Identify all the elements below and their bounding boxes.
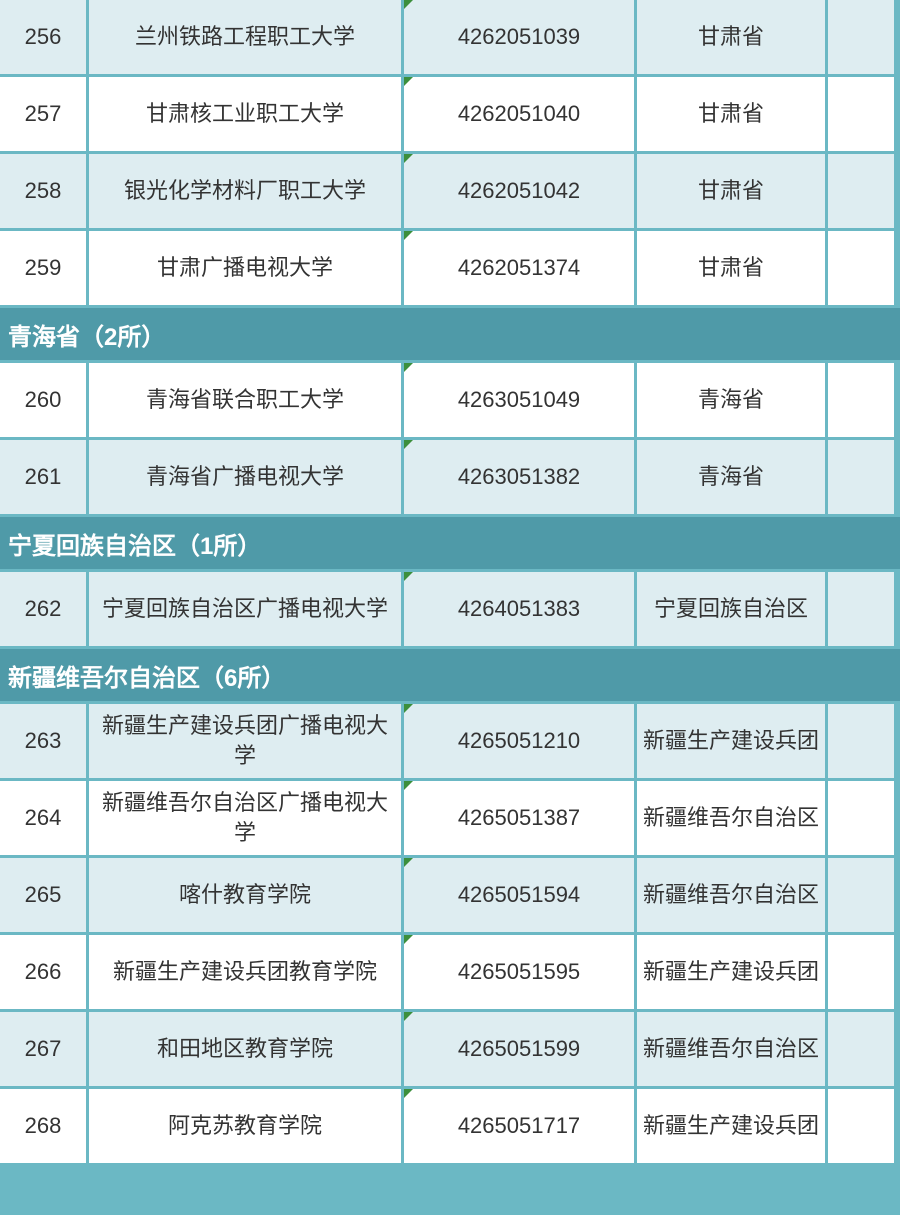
remark bbox=[828, 704, 894, 778]
province: 青海省 bbox=[637, 363, 825, 437]
remark bbox=[828, 781, 894, 855]
remark bbox=[828, 77, 894, 151]
remark bbox=[828, 0, 894, 74]
row-index: 256 bbox=[0, 0, 86, 74]
remark bbox=[828, 935, 894, 1009]
table-row: 264新疆维吾尔自治区广播电视大学4265051387新疆维吾尔自治区 bbox=[0, 781, 900, 855]
remark bbox=[828, 572, 894, 646]
remark bbox=[828, 231, 894, 305]
province: 青海省 bbox=[637, 440, 825, 514]
school-code: 4263051382 bbox=[404, 440, 634, 514]
province: 新疆生产建设兵团 bbox=[637, 935, 825, 1009]
remark bbox=[828, 363, 894, 437]
school-code: 4265051717 bbox=[404, 1089, 634, 1163]
table-row: 266新疆生产建设兵团教育学院4265051595新疆生产建设兵团 bbox=[0, 935, 900, 1009]
province: 新疆维吾尔自治区 bbox=[637, 858, 825, 932]
row-index: 266 bbox=[0, 935, 86, 1009]
school-name: 宁夏回族自治区广播电视大学 bbox=[89, 572, 401, 646]
row-index: 263 bbox=[0, 704, 86, 778]
school-code: 4265051594 bbox=[404, 858, 634, 932]
section-header-label: 青海省（2所） bbox=[8, 317, 165, 352]
table-row: 257甘肃核工业职工大学4262051040甘肃省 bbox=[0, 77, 900, 151]
table-row: 261青海省广播电视大学4263051382青海省 bbox=[0, 440, 900, 514]
table-row: 260青海省联合职工大学4263051049青海省 bbox=[0, 363, 900, 437]
remark bbox=[828, 1012, 894, 1086]
school-name: 新疆生产建设兵团广播电视大学 bbox=[89, 704, 401, 778]
row-index: 258 bbox=[0, 154, 86, 228]
table-row: 256兰州铁路工程职工大学4262051039甘肃省 bbox=[0, 0, 900, 74]
section-header: 青海省（2所） bbox=[0, 308, 900, 360]
table-row: 268阿克苏教育学院4265051717新疆生产建设兵团 bbox=[0, 1089, 900, 1163]
school-code: 4262051039 bbox=[404, 0, 634, 74]
row-index: 267 bbox=[0, 1012, 86, 1086]
school-name: 兰州铁路工程职工大学 bbox=[89, 0, 401, 74]
province: 甘肃省 bbox=[637, 154, 825, 228]
row-index: 257 bbox=[0, 77, 86, 151]
row-index: 261 bbox=[0, 440, 86, 514]
school-name: 新疆生产建设兵团教育学院 bbox=[89, 935, 401, 1009]
school-code: 4262051040 bbox=[404, 77, 634, 151]
school-code: 4265051210 bbox=[404, 704, 634, 778]
remark bbox=[828, 1089, 894, 1163]
table-row: 258银光化学材料厂职工大学4262051042甘肃省 bbox=[0, 154, 900, 228]
section-header: 新疆维吾尔自治区（6所） bbox=[0, 649, 900, 701]
school-name: 和田地区教育学院 bbox=[89, 1012, 401, 1086]
province: 新疆生产建设兵团 bbox=[637, 704, 825, 778]
school-code: 4265051387 bbox=[404, 781, 634, 855]
section-header-label: 宁夏回族自治区（1所） bbox=[8, 526, 261, 561]
school-code: 4265051595 bbox=[404, 935, 634, 1009]
row-index: 264 bbox=[0, 781, 86, 855]
school-name: 青海省联合职工大学 bbox=[89, 363, 401, 437]
remark bbox=[828, 440, 894, 514]
section-header-label: 新疆维吾尔自治区（6所） bbox=[8, 658, 285, 693]
school-code: 4262051374 bbox=[404, 231, 634, 305]
table-row: 267和田地区教育学院4265051599新疆维吾尔自治区 bbox=[0, 1012, 900, 1086]
row-index: 262 bbox=[0, 572, 86, 646]
school-table: 256兰州铁路工程职工大学4262051039甘肃省257甘肃核工业职工大学42… bbox=[0, 0, 900, 1163]
province: 甘肃省 bbox=[637, 77, 825, 151]
section-header: 宁夏回族自治区（1所） bbox=[0, 517, 900, 569]
school-name: 甘肃核工业职工大学 bbox=[89, 77, 401, 151]
row-index: 260 bbox=[0, 363, 86, 437]
school-name: 青海省广播电视大学 bbox=[89, 440, 401, 514]
table-row: 259甘肃广播电视大学4262051374甘肃省 bbox=[0, 231, 900, 305]
school-name: 甘肃广播电视大学 bbox=[89, 231, 401, 305]
province: 新疆维吾尔自治区 bbox=[637, 781, 825, 855]
school-code: 4264051383 bbox=[404, 572, 634, 646]
school-name: 新疆维吾尔自治区广播电视大学 bbox=[89, 781, 401, 855]
school-name: 阿克苏教育学院 bbox=[89, 1089, 401, 1163]
remark bbox=[828, 154, 894, 228]
remark bbox=[828, 858, 894, 932]
province: 甘肃省 bbox=[637, 0, 825, 74]
province: 新疆维吾尔自治区 bbox=[637, 1012, 825, 1086]
province: 宁夏回族自治区 bbox=[637, 572, 825, 646]
table-row: 265喀什教育学院4265051594新疆维吾尔自治区 bbox=[0, 858, 900, 932]
row-index: 265 bbox=[0, 858, 86, 932]
school-name: 喀什教育学院 bbox=[89, 858, 401, 932]
school-code: 4263051049 bbox=[404, 363, 634, 437]
school-code: 4262051042 bbox=[404, 154, 634, 228]
row-index: 268 bbox=[0, 1089, 86, 1163]
school-code: 4265051599 bbox=[404, 1012, 634, 1086]
table-row: 263新疆生产建设兵团广播电视大学4265051210新疆生产建设兵团 bbox=[0, 704, 900, 778]
province: 甘肃省 bbox=[637, 231, 825, 305]
row-index: 259 bbox=[0, 231, 86, 305]
school-name: 银光化学材料厂职工大学 bbox=[89, 154, 401, 228]
province: 新疆生产建设兵团 bbox=[637, 1089, 825, 1163]
table-row: 262宁夏回族自治区广播电视大学4264051383宁夏回族自治区 bbox=[0, 572, 900, 646]
